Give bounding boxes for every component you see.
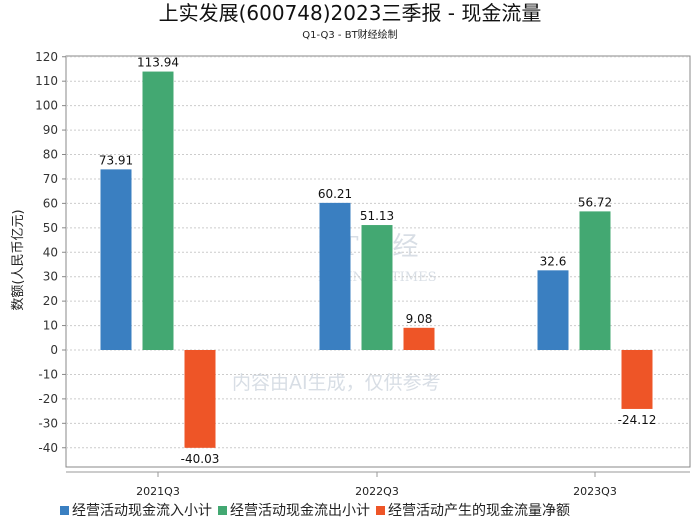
data-label: 56.72 <box>578 195 612 209</box>
y-tick-label: -20 <box>38 392 58 406</box>
data-label: 60.21 <box>318 187 352 201</box>
data-label: 73.91 <box>99 153 133 167</box>
bar <box>579 211 611 350</box>
y-tick-label: 100 <box>35 99 58 113</box>
y-tick-label: 50 <box>43 221 58 235</box>
legend: 经营活动现金流入小计 经营活动现金流出小计 经营活动产生的现金流量净额 <box>60 502 570 520</box>
y-tick-label: 110 <box>35 74 58 88</box>
y-tick-label: 80 <box>43 148 58 162</box>
bar <box>403 327 435 350</box>
y-axis-label: 数额(人民币亿元) <box>11 209 26 310</box>
x-tick-label: 2021Q3 <box>136 485 180 498</box>
y-tick-label: 30 <box>43 270 58 284</box>
y-tick-label: -30 <box>38 416 58 430</box>
x-tick-label: 2023Q3 <box>573 485 617 498</box>
legend-swatch <box>60 506 69 515</box>
y-tick-label: 70 <box>43 172 58 186</box>
y-tick-label: 0 <box>50 343 58 357</box>
bar <box>361 225 393 350</box>
y-tick-label: 40 <box>43 245 58 259</box>
chart-title: 上实发展(600748)2023三季报 - 现金流量 <box>158 1 542 25</box>
bar <box>184 350 216 448</box>
y-tick-label: 60 <box>43 196 58 210</box>
legend-item[interactable]: 经营活动现金流入小计 <box>60 502 212 520</box>
bar <box>319 202 351 350</box>
y-tick-label: 120 <box>35 50 58 64</box>
y-tick-label: 10 <box>43 319 58 333</box>
y-tick-label: 90 <box>43 123 58 137</box>
data-label: 113.94 <box>137 56 179 70</box>
bar <box>537 270 569 350</box>
legend-label: 经营活动现金流入小计 <box>72 503 212 519</box>
bar <box>621 350 653 409</box>
legend-item[interactable]: 经营活动产生的现金流量净额 <box>376 502 570 520</box>
chart-subtitle: Q1-Q3 - BT财经绘制 <box>302 30 398 41</box>
data-label: 32.6 <box>540 254 567 268</box>
legend-label: 经营活动产生的现金流量净额 <box>388 503 570 519</box>
legend-label: 经营活动现金流出小计 <box>230 503 370 519</box>
bar <box>100 169 132 350</box>
data-label: -24.12 <box>618 413 657 427</box>
data-label: 51.13 <box>360 209 394 223</box>
data-label: 9.08 <box>406 312 433 326</box>
y-tick-label: 20 <box>43 294 58 308</box>
legend-swatch <box>218 506 227 515</box>
x-tick-label: 2022Q3 <box>355 485 399 498</box>
y-tick-label: -10 <box>38 367 58 381</box>
y-tick-label: -40 <box>38 441 58 455</box>
watermark-notice: 内容由AI生成，仅供参考 <box>232 372 441 394</box>
plot-frame <box>65 55 691 468</box>
data-label: -40.03 <box>181 452 220 466</box>
legend-swatch <box>376 506 385 515</box>
bar <box>142 71 174 350</box>
legend-item[interactable]: 经营活动现金流出小计 <box>218 502 370 520</box>
